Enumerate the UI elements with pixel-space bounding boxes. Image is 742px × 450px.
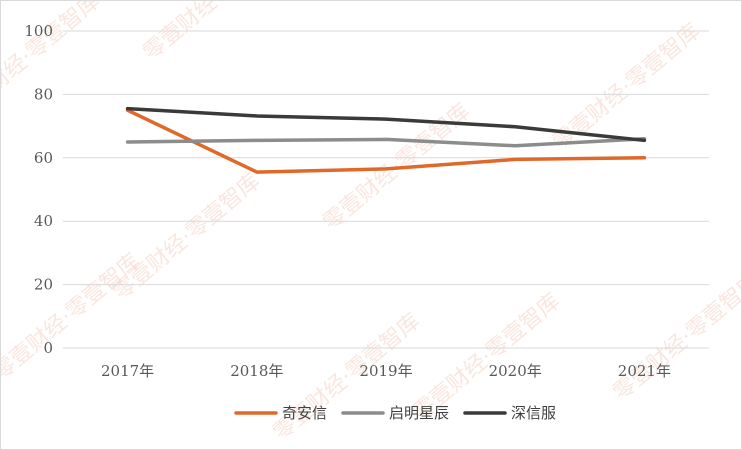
y-tick-label: 60 — [34, 149, 53, 167]
legend-label: 奇安信 — [282, 404, 327, 422]
legend-label: 启明星辰 — [389, 404, 449, 422]
series-lines — [125, 106, 647, 174]
y-tick-label: 80 — [34, 85, 53, 103]
series-line — [125, 106, 647, 143]
x-tick-label: 2018年 — [230, 362, 283, 380]
y-tick-label: 40 — [34, 212, 53, 230]
y-axis-ticks: 0 20 40 60 80 100 — [24, 22, 53, 357]
watermark-text: 零壹财经·零壹智库 — [549, 19, 705, 156]
gridlines — [63, 30, 709, 349]
x-axis-ticks: 2017年 2018年 2019年 2020年 2021年 — [101, 362, 671, 380]
x-tick-label: 2017年 — [101, 362, 154, 380]
y-tick-label: 0 — [43, 339, 53, 357]
watermark-text: 零壹财经·零壹智库 — [139, 1, 295, 66]
watermark-text: 零壹财经·零壹智库 — [1, 1, 105, 126]
y-tick-label: 100 — [24, 22, 53, 40]
watermark-text: 零壹财经·零壹智库 — [609, 269, 741, 406]
legend-label: 深信服 — [511, 404, 556, 422]
y-tick-label: 20 — [34, 276, 53, 294]
x-tick-label: 2019年 — [359, 362, 412, 380]
x-tick-label: 2020年 — [489, 362, 542, 380]
x-tick-label: 2021年 — [618, 362, 671, 380]
series-line — [125, 108, 647, 174]
legend: 奇安信 启明星辰 深信服 — [234, 404, 556, 422]
series-line — [125, 137, 647, 148]
